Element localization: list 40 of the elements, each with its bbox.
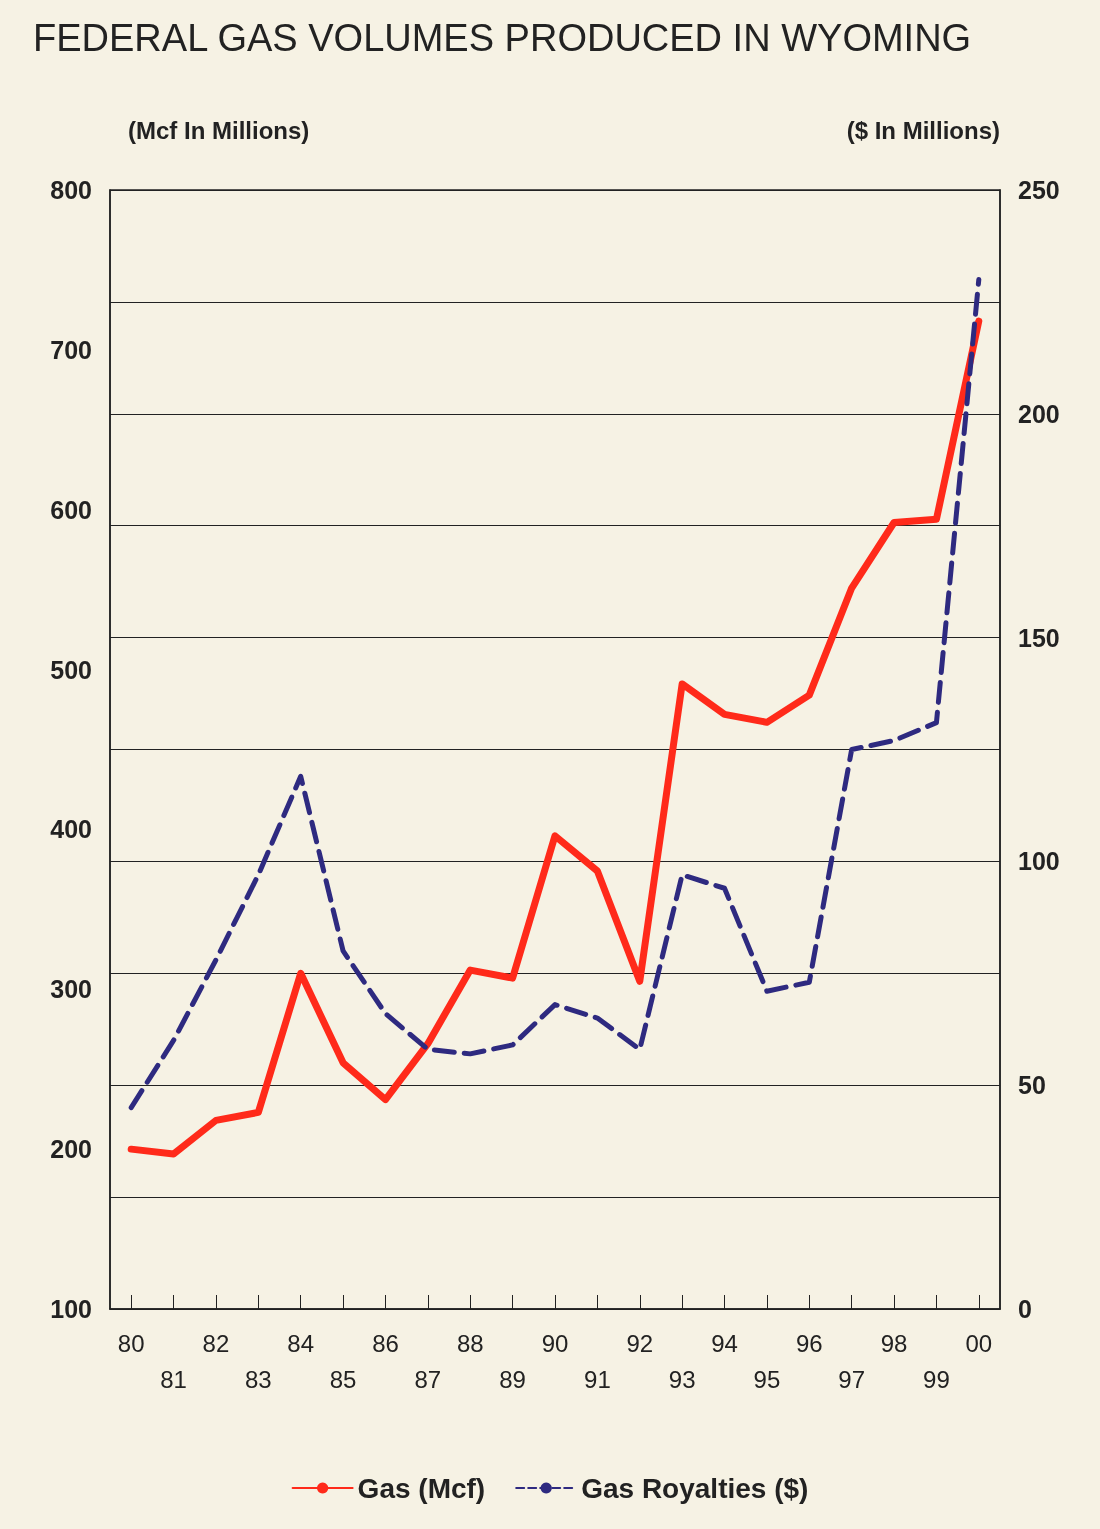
- x-tick-label: 86: [372, 1329, 399, 1357]
- x-tick-label: 80: [117, 1329, 145, 1357]
- y-tick-label: 300: [50, 975, 92, 1004]
- x-tick-label: 95: [753, 1365, 781, 1393]
- x-tick-label: 98: [880, 1329, 908, 1357]
- y-tick-label: 100: [50, 1295, 92, 1323]
- y-axis-title: (Mcf In Millions): [128, 116, 310, 144]
- x-tick-label: 81: [160, 1365, 187, 1393]
- x-tick-label: 92: [626, 1329, 654, 1357]
- x-tick-label: 96: [795, 1329, 823, 1357]
- x-tick-label: 00: [965, 1329, 993, 1357]
- x-tick-label: 87: [414, 1365, 442, 1393]
- y2-tick-label: 100: [1018, 847, 1060, 876]
- legend-label: Gas Royalties ($): [581, 1472, 809, 1504]
- y-tick-label: 200: [50, 1135, 92, 1164]
- y-tick-label: 500: [50, 655, 92, 684]
- y2-tick-label: 250: [1018, 176, 1060, 204]
- y2-tick-label: 150: [1018, 623, 1060, 652]
- x-tick-label: 84: [287, 1329, 315, 1357]
- y2-tick-label: 0: [1018, 1295, 1032, 1323]
- y-tick-label: 400: [50, 815, 92, 844]
- x-tick-label: 89: [499, 1365, 526, 1393]
- chart-title: FEDERAL GAS VOLUMES PRODUCED IN WYOMING: [33, 17, 972, 59]
- x-tick-label: 97: [838, 1365, 866, 1393]
- x-tick-label: 94: [711, 1329, 738, 1357]
- x-tick-label: 88: [456, 1329, 484, 1357]
- x-tick-label: 93: [668, 1365, 696, 1393]
- y2-tick-label: 200: [1018, 399, 1060, 428]
- y-tick-label: 800: [50, 176, 92, 204]
- x-tick-label: 99: [923, 1365, 950, 1393]
- x-tick-label: 85: [329, 1365, 357, 1393]
- legend-label: Gas (Mcf): [357, 1472, 486, 1504]
- x-tick-label: 82: [202, 1329, 230, 1357]
- x-tick-label: 91: [584, 1365, 611, 1393]
- y-tick-label: 600: [50, 495, 92, 524]
- x-tick-label: 90: [541, 1329, 569, 1357]
- y2-axis-title: ($ In Millions): [846, 116, 1000, 144]
- y2-tick-label: 50: [1018, 1071, 1046, 1100]
- y-tick-label: 700: [50, 335, 92, 364]
- x-tick-label: 83: [244, 1365, 272, 1393]
